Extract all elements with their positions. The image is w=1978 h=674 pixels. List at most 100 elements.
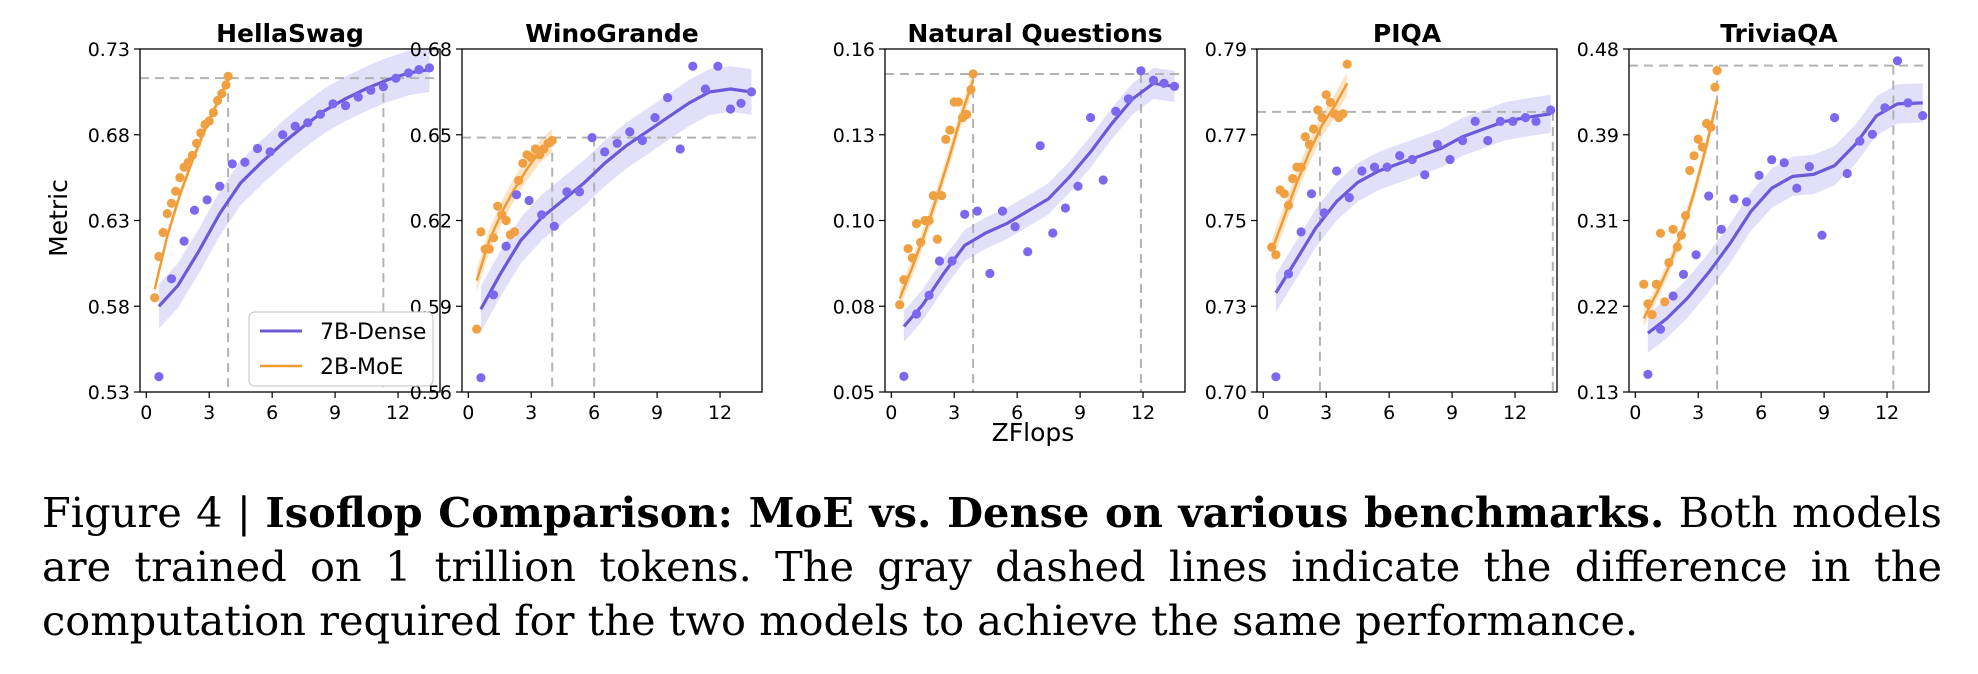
panel-natural-questions-dense-point (947, 256, 957, 266)
panel-natural-questions: Natural Questions 0 3 6 9 12 0.05 0.08 0.10 0.13 0… (833, 19, 1186, 424)
panel-hellaswag-moe-point (223, 71, 233, 81)
panel-triviaqa-moe-point (1655, 228, 1666, 238)
panel-piqa-x-tick-label: 12 (1503, 402, 1527, 424)
panel-triviaqa-y-tick-label: 0.31 (1577, 211, 1619, 233)
panel-natural-questions-x-tick-label: 3 (948, 402, 960, 424)
panel-hellaswag: HellaSwag 0 3 6 9 12 0.53 0.58 0.63 0.68 0.73 (88, 19, 441, 424)
panel-hellaswag-dense-point (403, 68, 414, 78)
panel-piqa-moe-fit-line (1270, 82, 1349, 252)
panel-natural-questions-moe-point (937, 191, 947, 201)
panel-triviaqa-x-tick-label: 9 (1818, 402, 1830, 424)
panel-triviaqa-moe-point (1697, 142, 1707, 152)
panel-piqa-moe-point (1271, 250, 1281, 260)
panel-triviaqa-dense-point (1817, 230, 1827, 240)
panel-triviaqa-moe-point (1668, 224, 1678, 234)
panel-natural-questions-dense-point (1098, 175, 1108, 185)
panel-winogrande-moe-point (501, 215, 511, 226)
panel-winogrande-moe-point (493, 201, 503, 211)
panel-hellaswag-moe-point (154, 251, 164, 262)
panel-natural-questions-dense-point (1148, 75, 1159, 85)
panel-winogrande-dense-point (612, 138, 622, 148)
panel-winogrande-moe-confidence-band (476, 129, 553, 292)
panel-winogrande-y-tick-label: 0.56 (410, 382, 452, 404)
panel-winogrande-dense-point (700, 84, 711, 94)
panel-natural-questions-dense-point (1086, 113, 1096, 123)
panel-triviaqa-x-tick-label: 0 (1629, 402, 1641, 424)
panel-natural-questions-x-tick-label: 6 (1011, 402, 1023, 424)
panel-piqa-moe-point (1283, 200, 1294, 210)
panel-natural-questions-moe-point (903, 244, 913, 254)
panel-triviaqa-x-tick-label: 6 (1755, 402, 1767, 424)
caption-lead: Figure 4 | (42, 488, 266, 537)
panel-hellaswag-moe-point (158, 227, 168, 238)
panel-hellaswag-moe-point (171, 186, 181, 196)
panel-natural-questions-dense-point (972, 206, 982, 216)
panel-winogrande-moe-point (472, 324, 482, 334)
x-axis-label: ZFlops (992, 418, 1075, 447)
panel-hellaswag-dense-point (341, 101, 351, 111)
panel-piqa-dense-point (1420, 170, 1430, 180)
panel-hellaswag-dense-fit-line (157, 68, 430, 308)
panel-natural-questions-y-tick-label: 0.10 (833, 211, 875, 233)
panel-triviaqa-moe-point (1639, 279, 1649, 289)
panel-natural-questions-moe-point (924, 215, 934, 226)
panel-triviaqa-y-tick-label: 0.22 (1577, 296, 1619, 318)
panel-piqa-dense-point (1520, 113, 1531, 123)
panel-winogrande-dense-point (587, 133, 597, 143)
panel-winogrande-dense-point (736, 98, 746, 108)
panel-piqa-dense-point (1357, 166, 1367, 176)
panel-hellaswag-dense-point (265, 147, 275, 157)
panel-triviaqa-moe-point (1651, 279, 1661, 289)
panel-hellaswag-dense-point (215, 181, 225, 191)
figure: Metric ZFlops HellaSwag 0 3 6 9 12 0.53 0.58 0.6… (44, 19, 1930, 447)
panel-hellaswag-moe-point (204, 116, 214, 126)
panel-piqa-dense-point (1445, 154, 1455, 165)
panel-piqa-dense-point (1531, 116, 1541, 126)
panel-triviaqa-moe-point (1672, 242, 1682, 252)
panel-natural-questions-title: Natural Questions (907, 19, 1162, 48)
panel-natural-questions-moe-point (962, 109, 972, 120)
panel-triviaqa-moe-point (1712, 66, 1722, 76)
panel-natural-questions-dense-point (1123, 94, 1133, 104)
panel-triviaqa-dense-point (1842, 168, 1852, 179)
panel-natural-questions-dense-point (1136, 66, 1146, 76)
panel-natural-questions-moe-point (911, 219, 922, 229)
caption-body: Both models are trained on 1 trillion to… (42, 488, 1942, 645)
panel-piqa-moe-point (1309, 124, 1319, 134)
panel-natural-questions-moe-point (899, 275, 909, 285)
panel-piqa-dense-point (1395, 151, 1405, 161)
panel-winogrande-moe-point (484, 244, 494, 254)
panel-natural-questions-moe-point (968, 69, 978, 79)
panel-piqa-dense-point (1369, 162, 1380, 172)
panel-winogrande-y-tick-label: 0.65 (410, 125, 452, 147)
panel-winogrande-dense-point (562, 187, 572, 197)
panel-triviaqa-dense-point (1704, 191, 1714, 201)
panel-natural-questions-dense-point (1111, 106, 1121, 116)
panel-triviaqa-dense-point (1804, 162, 1814, 172)
panel-hellaswag-dense-point (240, 157, 250, 167)
panel-triviaqa-dense-point (1903, 98, 1913, 108)
panel-triviaqa-dense-point (1792, 183, 1802, 193)
panel-hellaswag-moe-point (213, 95, 223, 106)
panel-natural-questions-moe-point (966, 84, 976, 95)
panel-winogrande-dense-point (501, 241, 511, 251)
panel-winogrande-dense-point (625, 127, 635, 137)
legend-label-dense: 7B-Dense (320, 320, 426, 345)
panel-winogrande-x-tick-label: 12 (708, 402, 732, 424)
panel-piqa-moe-point (1304, 139, 1314, 149)
panel-hellaswag-moe-point (208, 107, 218, 118)
panel-hellaswag-moe-point (221, 80, 231, 90)
panel-piqa-moe-point (1300, 132, 1310, 142)
panel-winogrande-dense-point (549, 221, 559, 231)
panel-natural-questions-moe-point (916, 237, 926, 247)
panel-winogrande-x-tick-label: 3 (525, 402, 537, 424)
panel-triviaqa-moe-point (1647, 310, 1657, 320)
panel-natural-questions-dense-point (1048, 228, 1058, 238)
panel-hellaswag-y-tick-label: 0.68 (88, 125, 130, 147)
panel-winogrande-moe-point (547, 135, 557, 146)
panel-winogrande-dense-point (663, 93, 673, 103)
panel-winogrande-moe-point (509, 227, 519, 237)
panel-natural-questions-dense-point (934, 256, 945, 266)
figure-caption: Figure 4 | Isoflop Comparison: MoE vs. D… (42, 486, 1942, 648)
